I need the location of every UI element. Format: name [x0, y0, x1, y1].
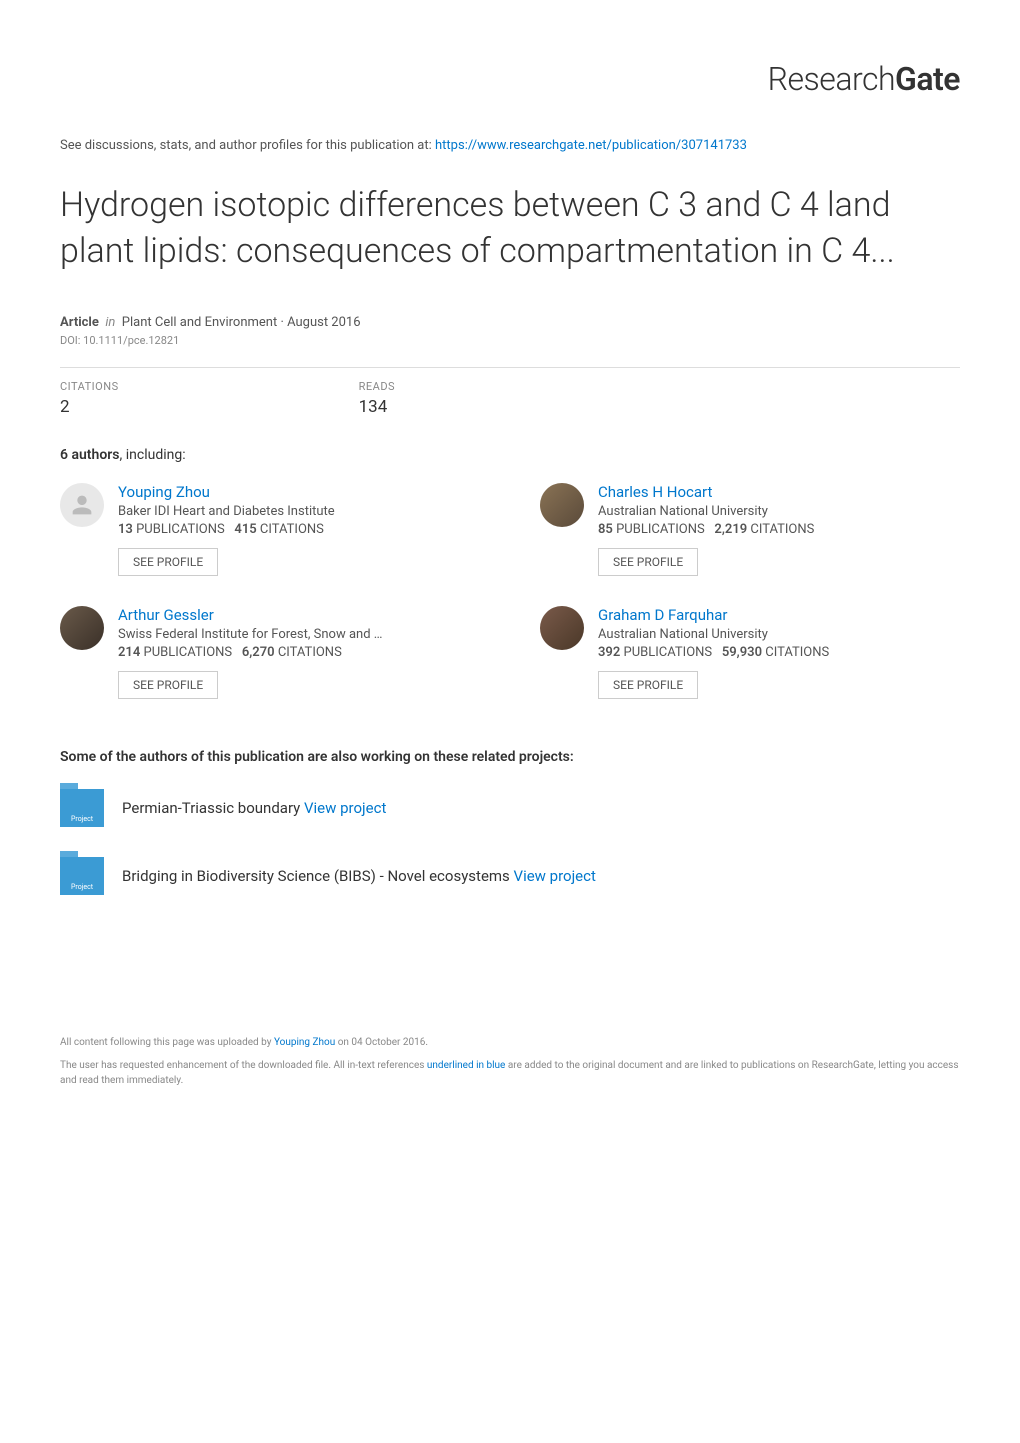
author-stats: 392 PUBLICATIONS 59,930 CITATIONS	[598, 645, 829, 660]
avatar[interactable]	[60, 606, 104, 650]
author-name[interactable]: Arthur Gessler	[118, 606, 382, 624]
author-card: Youping Zhou Baker IDI Heart and Diabete…	[60, 483, 480, 576]
project-folder-icon[interactable]: Project	[60, 789, 104, 827]
avatar[interactable]	[60, 483, 104, 527]
author-affiliation: Australian National University	[598, 627, 829, 642]
author-affiliation: Baker IDI Heart and Diabetes Institute	[118, 504, 335, 519]
see-profile-button[interactable]: SEE PROFILE	[598, 548, 698, 576]
stats-row: CITATIONS 2 READS 134	[60, 367, 960, 417]
author-name[interactable]: Youping Zhou	[118, 483, 335, 501]
project-folder-icon[interactable]: Project	[60, 857, 104, 895]
view-project-link[interactable]: View project	[514, 867, 596, 885]
author-name[interactable]: Charles H Hocart	[598, 483, 814, 501]
uploader-link[interactable]: Youping Zhou	[274, 1037, 335, 1048]
person-icon	[68, 491, 96, 519]
view-project-link[interactable]: View project	[304, 799, 386, 817]
publication-tagline: See discussions, stats, and author profi…	[60, 138, 960, 153]
publication-url[interactable]: https://www.researchgate.net/publication…	[435, 138, 747, 153]
related-projects-heading: Some of the authors of this publication …	[60, 749, 960, 765]
author-stats: 13 PUBLICATIONS 415 CITATIONS	[118, 522, 335, 537]
author-stats: 214 PUBLICATIONS 6,270 CITATIONS	[118, 645, 382, 660]
reads-stat: READS 134	[359, 380, 395, 417]
author-stats: 85 PUBLICATIONS 2,219 CITATIONS	[598, 522, 814, 537]
project-row: Project Permian-Triassic boundary View p…	[60, 789, 960, 827]
footer-note: All content following this page was uplo…	[60, 1035, 960, 1088]
authors-heading: 6 authors, including:	[60, 447, 960, 463]
author-card: Graham D Farquhar Australian National Un…	[540, 606, 960, 699]
publication-title: Hydrogen isotopic differences between C …	[60, 183, 960, 275]
see-profile-button[interactable]: SEE PROFILE	[598, 671, 698, 699]
author-card: Arthur Gessler Swiss Federal Institute f…	[60, 606, 480, 699]
doi-text: DOI: 10.1111/pce.12821	[60, 334, 960, 347]
authors-grid: Youping Zhou Baker IDI Heart and Diabete…	[60, 483, 960, 699]
article-meta: Article in Plant Cell and Environment · …	[60, 315, 960, 330]
author-affiliation: Australian National University	[598, 504, 814, 519]
researchgate-logo: ResearchGate	[60, 60, 960, 98]
see-profile-button[interactable]: SEE PROFILE	[118, 548, 218, 576]
see-profile-button[interactable]: SEE PROFILE	[118, 671, 218, 699]
citations-stat: CITATIONS 2	[60, 380, 119, 417]
project-row: Project Bridging in Biodiversity Science…	[60, 857, 960, 895]
project-text: Bridging in Biodiversity Science (BIBS) …	[122, 867, 596, 885]
author-card: Charles H Hocart Australian National Uni…	[540, 483, 960, 576]
avatar[interactable]	[540, 483, 584, 527]
author-name[interactable]: Graham D Farquhar	[598, 606, 829, 624]
project-text: Permian-Triassic boundary View project	[122, 799, 386, 817]
author-affiliation: Swiss Federal Institute for Forest, Snow…	[118, 627, 382, 642]
avatar[interactable]	[540, 606, 584, 650]
